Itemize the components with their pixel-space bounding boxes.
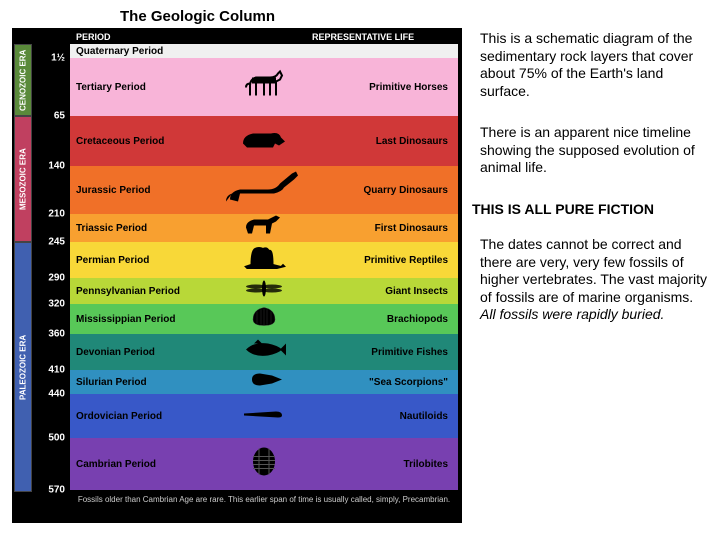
- period-label: Mississippian Period: [76, 314, 175, 325]
- precambrian-footer: Fossils older than Cambrian Age are rare…: [70, 493, 458, 519]
- millions-label: 500: [35, 433, 69, 444]
- era-block: MESOZOIC ERA: [14, 116, 32, 242]
- trilobite-icon: [250, 447, 278, 482]
- period-header: PERIOD: [76, 32, 111, 42]
- period-label: Jurassic Period: [76, 185, 150, 196]
- millions-label: 210: [35, 209, 69, 220]
- millions-label: 440: [35, 389, 69, 400]
- commentary-column: This is a schematic diagram of the sedim…: [480, 30, 708, 348]
- period-label: Cretaceous Period: [76, 136, 164, 147]
- life-label: Primitive Reptiles: [364, 255, 448, 266]
- period-label: Ordovician Period: [76, 411, 162, 422]
- period-bands: Quaternary Period Tertiary Period Primitiv…: [70, 44, 458, 491]
- millions-label: 1½: [35, 53, 69, 64]
- theropod-icon: [242, 214, 286, 243]
- period-label: Permian Period: [76, 255, 149, 266]
- life-label: Primitive Fishes: [371, 347, 448, 358]
- nautiloid-icon: [242, 406, 286, 427]
- dragonfly-icon: [244, 279, 284, 304]
- life-label: Nautiloids: [400, 411, 448, 422]
- eurypterid-icon: [244, 370, 284, 395]
- period-band: Mississippian Period Brachiopods: [70, 304, 458, 334]
- millions-label: 245: [35, 237, 69, 248]
- millions-label: 65: [35, 111, 69, 122]
- life-header: REPRESENTATIVE LIFE: [312, 32, 414, 42]
- era-column: CENOZOIC ERAMESOZOIC ERAPALEOZOIC ERA: [12, 28, 34, 523]
- period-label: Silurian Period: [76, 377, 147, 388]
- dimetrodon-icon: [241, 245, 287, 276]
- period-label: Tertiary Period: [76, 82, 146, 93]
- paragraph-4: The dates cannot be correct and there ar…: [480, 236, 708, 324]
- period-band: Silurian Period "Sea Scorpions": [70, 370, 458, 394]
- millions-label: 290: [35, 273, 69, 284]
- period-label: Triassic Period: [76, 223, 147, 234]
- millions-label: 140: [35, 161, 69, 172]
- life-label: Trilobites: [404, 459, 448, 470]
- period-band: Devonian Period Primitive Fishes: [70, 334, 458, 370]
- life-label: Giant Insects: [385, 286, 448, 297]
- millions-label: 570: [35, 485, 69, 496]
- period-band: Tertiary Period Primitive Horses: [70, 58, 458, 116]
- paragraph-2: There is an apparent nice timeline showi…: [480, 124, 708, 177]
- triceratops-icon: [239, 126, 289, 157]
- millions-label: 320: [35, 299, 69, 310]
- period-band: Cretaceous Period Last Dinosaurs: [70, 116, 458, 166]
- period-band: Permian Period Primitive Reptiles: [70, 242, 458, 278]
- era-block: CENOZOIC ERA: [14, 44, 32, 116]
- period-label: Devonian Period: [76, 347, 155, 358]
- paragraph-4a: The dates cannot be correct and there ar…: [480, 236, 707, 305]
- period-band: Quaternary Period: [70, 44, 458, 58]
- life-label: "Sea Scorpions": [369, 377, 448, 388]
- paragraph-3-fiction: THIS IS ALL PURE FICTION: [472, 201, 708, 219]
- fish-icon: [242, 340, 286, 365]
- paragraph-4b: All fossils were rapidly buried.: [480, 306, 664, 322]
- period-band: Ordovician Period Nautiloids: [70, 394, 458, 438]
- life-label: Primitive Horses: [369, 82, 448, 93]
- period-label: Quaternary Period: [76, 46, 163, 57]
- period-label: Cambrian Period: [76, 459, 156, 470]
- millions-label: 410: [35, 365, 69, 376]
- horse-icon: [242, 70, 286, 105]
- period-band: Triassic Period First Dinosaurs: [70, 214, 458, 242]
- life-label: First Dinosaurs: [375, 223, 448, 234]
- era-block: PALEOZOIC ERA: [14, 242, 32, 492]
- life-label: Brachiopods: [387, 314, 448, 325]
- millions-label: 360: [35, 329, 69, 340]
- geologic-column-chart: MILLIONS OF YEARS BEFORE PRESENT PERIOD …: [12, 28, 462, 523]
- paragraph-1: This is a schematic diagram of the sedim…: [480, 30, 708, 100]
- life-label: Last Dinosaurs: [376, 136, 448, 147]
- brachiopod-icon: [249, 306, 279, 333]
- sauropod-icon: [224, 170, 304, 211]
- period-band: Pennsylvanian Period Giant Insects: [70, 278, 458, 304]
- period-band: Jurassic Period Quarry Dinosaurs: [70, 166, 458, 214]
- page-title: The Geologic Column: [120, 8, 275, 25]
- period-band: Cambrian Period Trilobites: [70, 438, 458, 490]
- period-label: Pennsylvanian Period: [76, 286, 180, 297]
- life-label: Quarry Dinosaurs: [364, 185, 448, 196]
